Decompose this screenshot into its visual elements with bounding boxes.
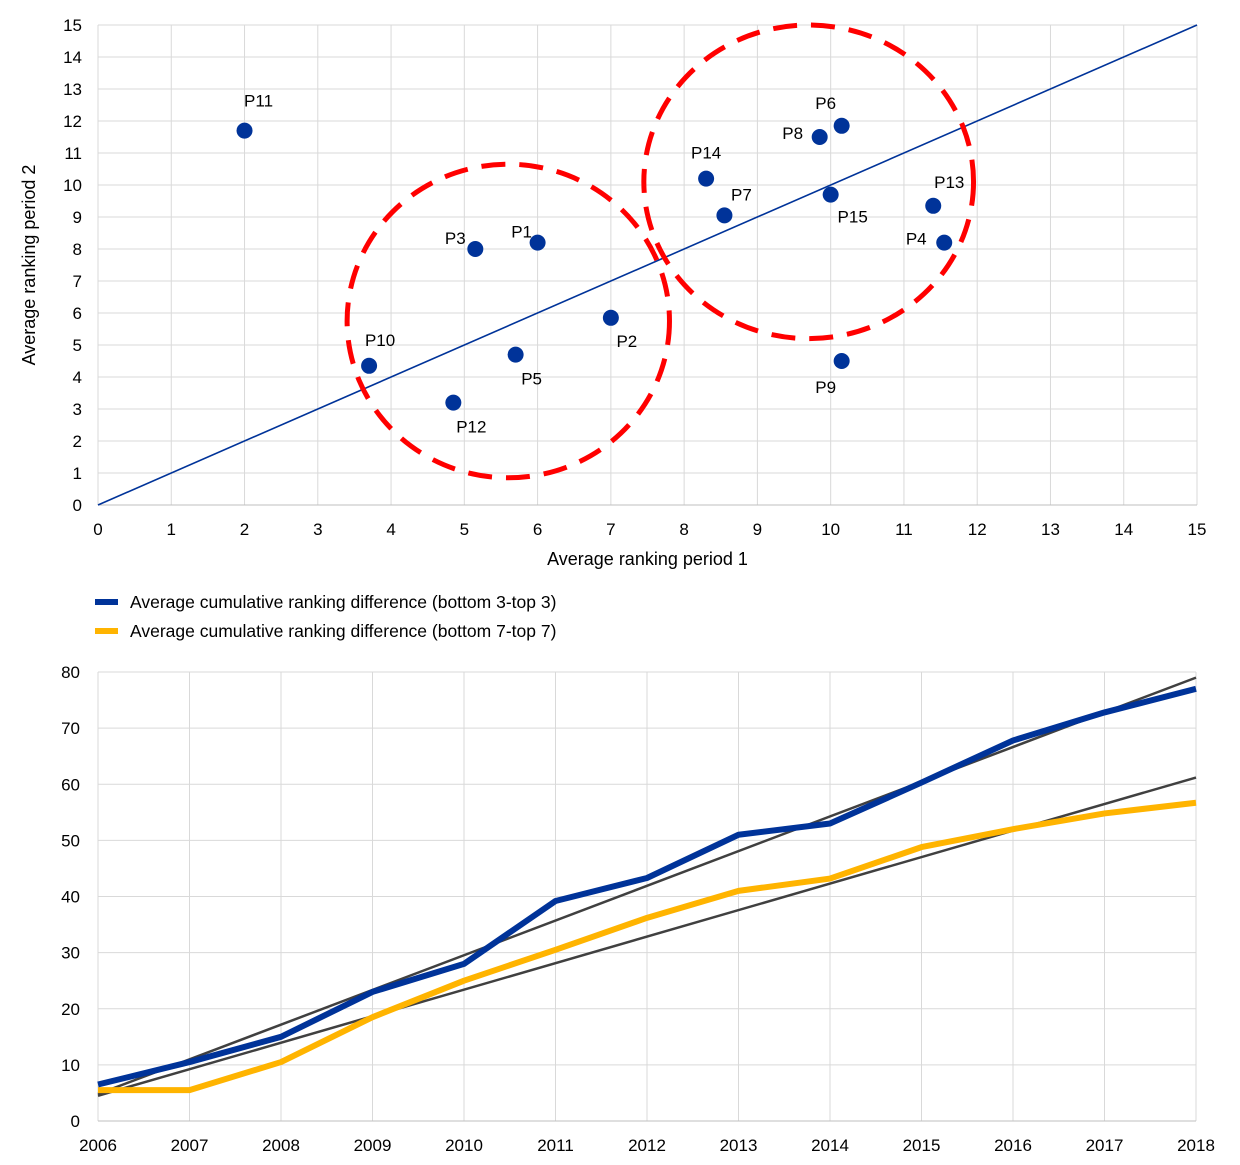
point-label: P7 xyxy=(731,185,752,204)
y-tick-label: 8 xyxy=(73,240,82,259)
scatter-point xyxy=(361,357,378,374)
point-label: P4 xyxy=(906,230,927,249)
y-tick-label: 3 xyxy=(73,400,82,419)
y-tick-label: 9 xyxy=(73,208,82,227)
x-tick-label: 2016 xyxy=(994,1136,1032,1155)
x-tick-label: 2008 xyxy=(262,1136,300,1155)
point-label: P8 xyxy=(782,124,803,143)
scatter-point xyxy=(822,186,839,203)
y-tick-label: 6 xyxy=(73,304,82,323)
series-line xyxy=(97,685,1197,1088)
point-label: P10 xyxy=(365,331,395,350)
x-tick-label: 14 xyxy=(1114,520,1133,539)
x-tick-label: 2 xyxy=(240,520,249,539)
scatter-point xyxy=(716,207,733,224)
line-chart: 2006 2007 2008 2009 2010 2011 2012 2013 2014 2015… xyxy=(61,592,1215,1155)
y-tick-label: 12 xyxy=(63,112,82,131)
x-axis-title: Average ranking period 1 xyxy=(547,549,748,569)
point-label: P2 xyxy=(616,332,637,351)
x-tick-label: 3 xyxy=(313,520,322,539)
point-label: P9 xyxy=(815,378,836,397)
legend-label: Average cumulative ranking difference (b… xyxy=(130,621,556,641)
scatter-point xyxy=(236,122,253,139)
highlight-circle xyxy=(641,22,977,342)
x-tick-label: 6 xyxy=(533,520,542,539)
scatter-point xyxy=(467,241,484,257)
scatter-point xyxy=(698,170,715,187)
x-tick-label: 2006 xyxy=(79,1136,117,1155)
y-tick-label: 15 xyxy=(63,16,82,35)
y-tick-label: 13 xyxy=(63,80,82,99)
x-tick-label: 10 xyxy=(821,520,840,539)
x-tick-label: 15 xyxy=(1188,520,1207,539)
y-tick-label: 1 xyxy=(73,464,82,483)
scatter-point xyxy=(529,234,546,251)
y-tick-label: 20 xyxy=(61,1000,80,1019)
scatter-chart: 0 1 2 3 4 5 6 7 8 9 10 11 12 13 14 15012345678910111213… xyxy=(19,16,1207,569)
point-label: P12 xyxy=(456,418,486,437)
x-tick-label: 5 xyxy=(460,520,469,539)
x-tick-label: 2009 xyxy=(354,1136,392,1155)
point-label: P11 xyxy=(244,92,273,111)
x-tick-label: 11 xyxy=(895,520,913,539)
y-axis-title: Average ranking period 2 xyxy=(19,165,39,366)
x-tick-label: 2018 xyxy=(1177,1136,1215,1155)
point-label: P6 xyxy=(815,94,836,113)
point-label: P15 xyxy=(838,208,868,227)
x-tick-label: 7 xyxy=(606,520,615,539)
scatter-point xyxy=(507,346,524,363)
x-tick-label: 2014 xyxy=(811,1136,849,1155)
x-tick-label: 13 xyxy=(1041,520,1060,539)
y-tick-label: 50 xyxy=(61,831,80,850)
y-tick-label: 11 xyxy=(64,144,82,163)
scatter-point xyxy=(811,129,828,145)
scatter-point xyxy=(833,117,850,134)
scatter-point xyxy=(445,394,462,411)
x-tick-label: 4 xyxy=(386,520,395,539)
x-tick-label: 2013 xyxy=(720,1136,758,1155)
x-tick-label: 1 xyxy=(167,520,176,539)
x-tick-label: 0 xyxy=(93,520,102,539)
y-tick-label: 0 xyxy=(71,1112,80,1131)
y-tick-label: 7 xyxy=(73,272,82,291)
highlight-circle xyxy=(344,161,672,481)
scatter-point xyxy=(833,353,850,369)
point-label: P13 xyxy=(934,173,964,192)
point-label: P1 xyxy=(511,223,532,242)
x-tick-label: 12 xyxy=(968,520,987,539)
y-tick-label: 5 xyxy=(73,336,82,355)
scatter-point xyxy=(925,197,942,214)
point-label: P5 xyxy=(521,370,542,389)
x-tick-label: 2017 xyxy=(1086,1136,1124,1155)
y-tick-label: 80 xyxy=(61,663,80,682)
x-tick-label: 9 xyxy=(753,520,762,539)
y-tick-label: 70 xyxy=(61,719,80,738)
y-tick-label: 40 xyxy=(61,888,80,907)
x-tick-label: 2007 xyxy=(171,1136,209,1155)
y-tick-label: 4 xyxy=(73,368,82,387)
y-tick-label: 30 xyxy=(61,944,80,963)
y-tick-label: 2 xyxy=(73,432,82,451)
legend-label: Average cumulative ranking difference (b… xyxy=(130,592,556,612)
scatter-point xyxy=(936,234,953,251)
x-tick-label: 2012 xyxy=(628,1136,666,1155)
x-tick-label: 2010 xyxy=(445,1136,483,1155)
y-tick-label: 14 xyxy=(63,48,82,67)
series-line xyxy=(98,799,1197,1094)
x-tick-label: 2011 xyxy=(537,1136,574,1155)
y-tick-label: 10 xyxy=(61,1056,80,1075)
diagonal-reference-line xyxy=(97,24,1198,506)
trend-line xyxy=(97,676,1197,1096)
y-tick-label: 0 xyxy=(73,496,82,515)
scatter-point xyxy=(602,309,619,326)
x-tick-label: 2015 xyxy=(903,1136,941,1155)
y-tick-label: 60 xyxy=(61,775,80,794)
point-label: P3 xyxy=(445,229,466,248)
y-tick-label: 10 xyxy=(63,176,82,195)
point-label: P14 xyxy=(691,144,721,163)
x-tick-label: 8 xyxy=(679,520,688,539)
